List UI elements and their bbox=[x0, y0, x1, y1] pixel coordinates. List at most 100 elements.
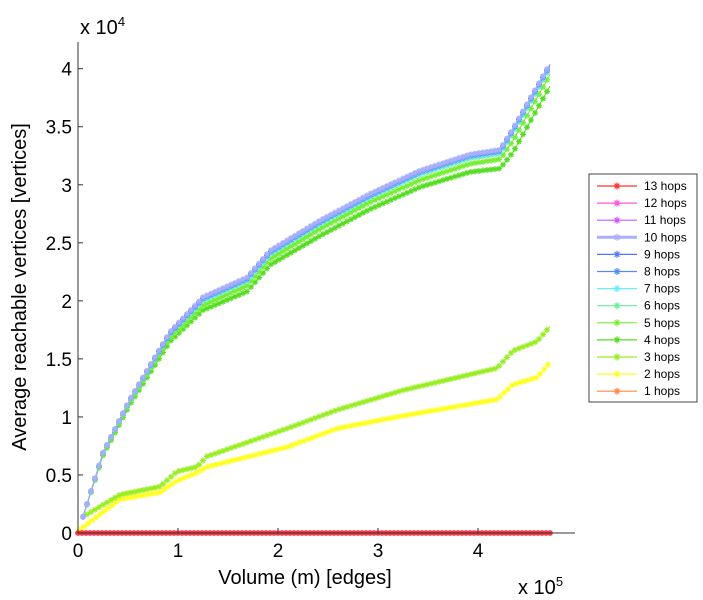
data-point bbox=[516, 138, 522, 145]
data-point bbox=[208, 303, 214, 310]
data-point bbox=[476, 159, 482, 166]
data-point bbox=[408, 188, 414, 195]
data-point bbox=[472, 168, 478, 175]
data-point bbox=[496, 165, 502, 172]
data-point bbox=[256, 435, 262, 442]
data-point bbox=[244, 274, 250, 281]
data-point bbox=[416, 383, 422, 390]
data-point bbox=[365, 419, 371, 426]
data-point bbox=[536, 80, 542, 87]
data-point bbox=[196, 310, 202, 317]
data-point bbox=[488, 366, 494, 373]
data-point bbox=[492, 147, 498, 154]
data-point bbox=[532, 109, 538, 116]
data-point bbox=[488, 148, 494, 155]
data-point bbox=[168, 473, 174, 480]
data-point bbox=[228, 289, 234, 296]
data-point bbox=[248, 269, 254, 276]
y-ticks: 0 0.5 1 1.5 2 2.5 3 3.5 4 bbox=[46, 60, 83, 545]
data-point bbox=[413, 410, 419, 417]
data-point bbox=[348, 201, 354, 208]
data-point bbox=[540, 95, 546, 102]
data-point bbox=[156, 483, 162, 490]
data-point bbox=[520, 108, 526, 115]
data-point bbox=[400, 184, 406, 191]
data-point bbox=[504, 146, 510, 153]
data-point bbox=[228, 281, 234, 288]
legend-marker-icon bbox=[613, 182, 621, 190]
data-point bbox=[332, 407, 338, 414]
data-point bbox=[264, 432, 270, 439]
data-point bbox=[320, 216, 326, 223]
y-tick-label: 4 bbox=[61, 60, 72, 81]
data-point bbox=[128, 489, 134, 496]
data-point bbox=[381, 416, 387, 423]
data-point bbox=[356, 212, 362, 219]
data-point bbox=[416, 168, 422, 175]
data-point bbox=[312, 220, 318, 227]
data-point bbox=[448, 157, 454, 164]
data-point bbox=[444, 376, 450, 383]
data-point bbox=[172, 470, 178, 477]
data-point bbox=[420, 166, 426, 173]
legend-label: 9 hops bbox=[644, 247, 680, 261]
series-line bbox=[82, 67, 551, 517]
data-point bbox=[540, 73, 546, 80]
data-point bbox=[260, 269, 266, 276]
data-point bbox=[425, 408, 431, 415]
data-point bbox=[224, 291, 230, 298]
data-point bbox=[220, 447, 226, 454]
data-point bbox=[180, 467, 186, 474]
data-point bbox=[520, 343, 526, 350]
series-line bbox=[82, 66, 551, 517]
data-point bbox=[412, 186, 418, 193]
data-point bbox=[244, 439, 250, 446]
data-point bbox=[192, 302, 198, 309]
data-point bbox=[396, 388, 402, 395]
data-point bbox=[328, 220, 334, 227]
data-point bbox=[96, 462, 102, 469]
data-point bbox=[341, 424, 347, 431]
data-point bbox=[384, 191, 390, 198]
data-point bbox=[344, 203, 350, 210]
data-point bbox=[192, 310, 198, 317]
data-point bbox=[92, 506, 98, 513]
data-point bbox=[81, 523, 87, 530]
y-tick-label: 0.5 bbox=[46, 466, 72, 487]
data-point bbox=[308, 231, 314, 238]
data-point bbox=[376, 394, 382, 401]
data-point bbox=[500, 142, 506, 149]
data-point bbox=[277, 445, 283, 452]
data-point bbox=[389, 414, 395, 421]
data-point bbox=[337, 424, 343, 431]
legend-label: 6 hops bbox=[644, 299, 680, 313]
data-point bbox=[196, 306, 202, 313]
data-point bbox=[252, 279, 258, 286]
data-point bbox=[316, 218, 322, 225]
data-point bbox=[313, 433, 319, 440]
data-point bbox=[504, 354, 510, 361]
data-point bbox=[252, 436, 258, 443]
data-point bbox=[544, 66, 550, 73]
data-point bbox=[225, 458, 231, 465]
data-point bbox=[304, 225, 310, 232]
data-point bbox=[356, 205, 362, 212]
data-point bbox=[212, 288, 218, 295]
data-point bbox=[408, 172, 414, 179]
data-point bbox=[432, 162, 438, 169]
data-point bbox=[477, 399, 483, 406]
data-point bbox=[173, 478, 179, 485]
series-line bbox=[82, 85, 551, 517]
x-multiplier-label: x 105 bbox=[518, 574, 563, 599]
data-point bbox=[485, 398, 491, 405]
data-point bbox=[504, 135, 510, 142]
legend-label: 12 hops bbox=[644, 196, 687, 210]
data-point bbox=[412, 179, 418, 186]
data-point bbox=[292, 240, 298, 247]
x-tick-label: 1 bbox=[173, 541, 184, 562]
data-point bbox=[84, 500, 90, 507]
data-point bbox=[216, 300, 222, 307]
data-point bbox=[440, 169, 446, 176]
y-tick-label: 2.5 bbox=[46, 234, 72, 255]
data-point bbox=[373, 417, 379, 424]
